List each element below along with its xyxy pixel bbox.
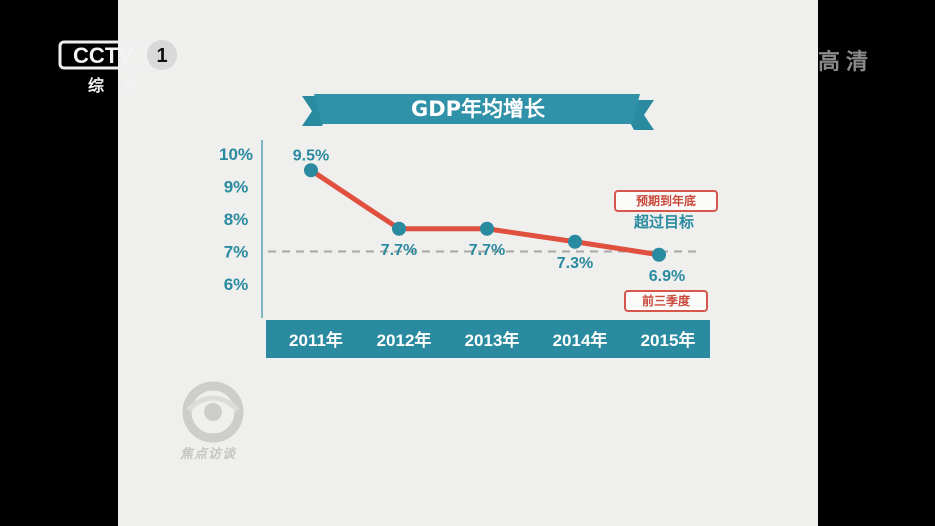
x-tick-label: 2014年 [553,330,608,350]
x-tick-label: 2013年 [465,330,520,350]
logo-text: CCTV [73,43,133,68]
jiaodian-logo-watermark [182,381,244,443]
data-label: 7.7% [381,242,417,259]
data-label: 7.7% [469,242,505,259]
content-panel [118,0,818,526]
data-point [392,221,406,236]
cctv1-logo: CCTV 1 [58,40,177,70]
title-banner [302,94,654,130]
y-tick-label: 10% [219,145,253,164]
data-label: 7.3% [557,255,593,272]
logo-number: 1 [156,45,167,67]
data-point [568,234,582,249]
data-point [480,221,494,236]
y-tick-label: 6% [224,275,249,294]
watermark-text: 焦点访谈 [180,447,237,462]
q3-note-box: 前三季度 [624,290,708,312]
forecast-note-text: 超过目标 [633,213,694,231]
chart-title: GDP年均增长 [410,97,546,121]
data-label: 9.5% [293,147,329,164]
channel-name: 综合 [88,76,157,95]
x-tick-label: 2012年 [377,330,432,350]
data-point [652,247,666,262]
data-point [304,163,318,178]
y-tick-label: 9% [224,178,249,197]
x-axis-band [266,320,710,358]
hd-badge: 高清 [818,50,875,75]
y-tick-label: 7% [224,243,249,262]
y-tick-label: 8% [224,210,249,229]
forecast-note-box: 预期到年底 [614,190,718,212]
x-tick-label: 2011年 [289,330,343,350]
data-label: 6.9% [649,268,685,285]
x-tick-label: 2015年 [641,330,696,350]
